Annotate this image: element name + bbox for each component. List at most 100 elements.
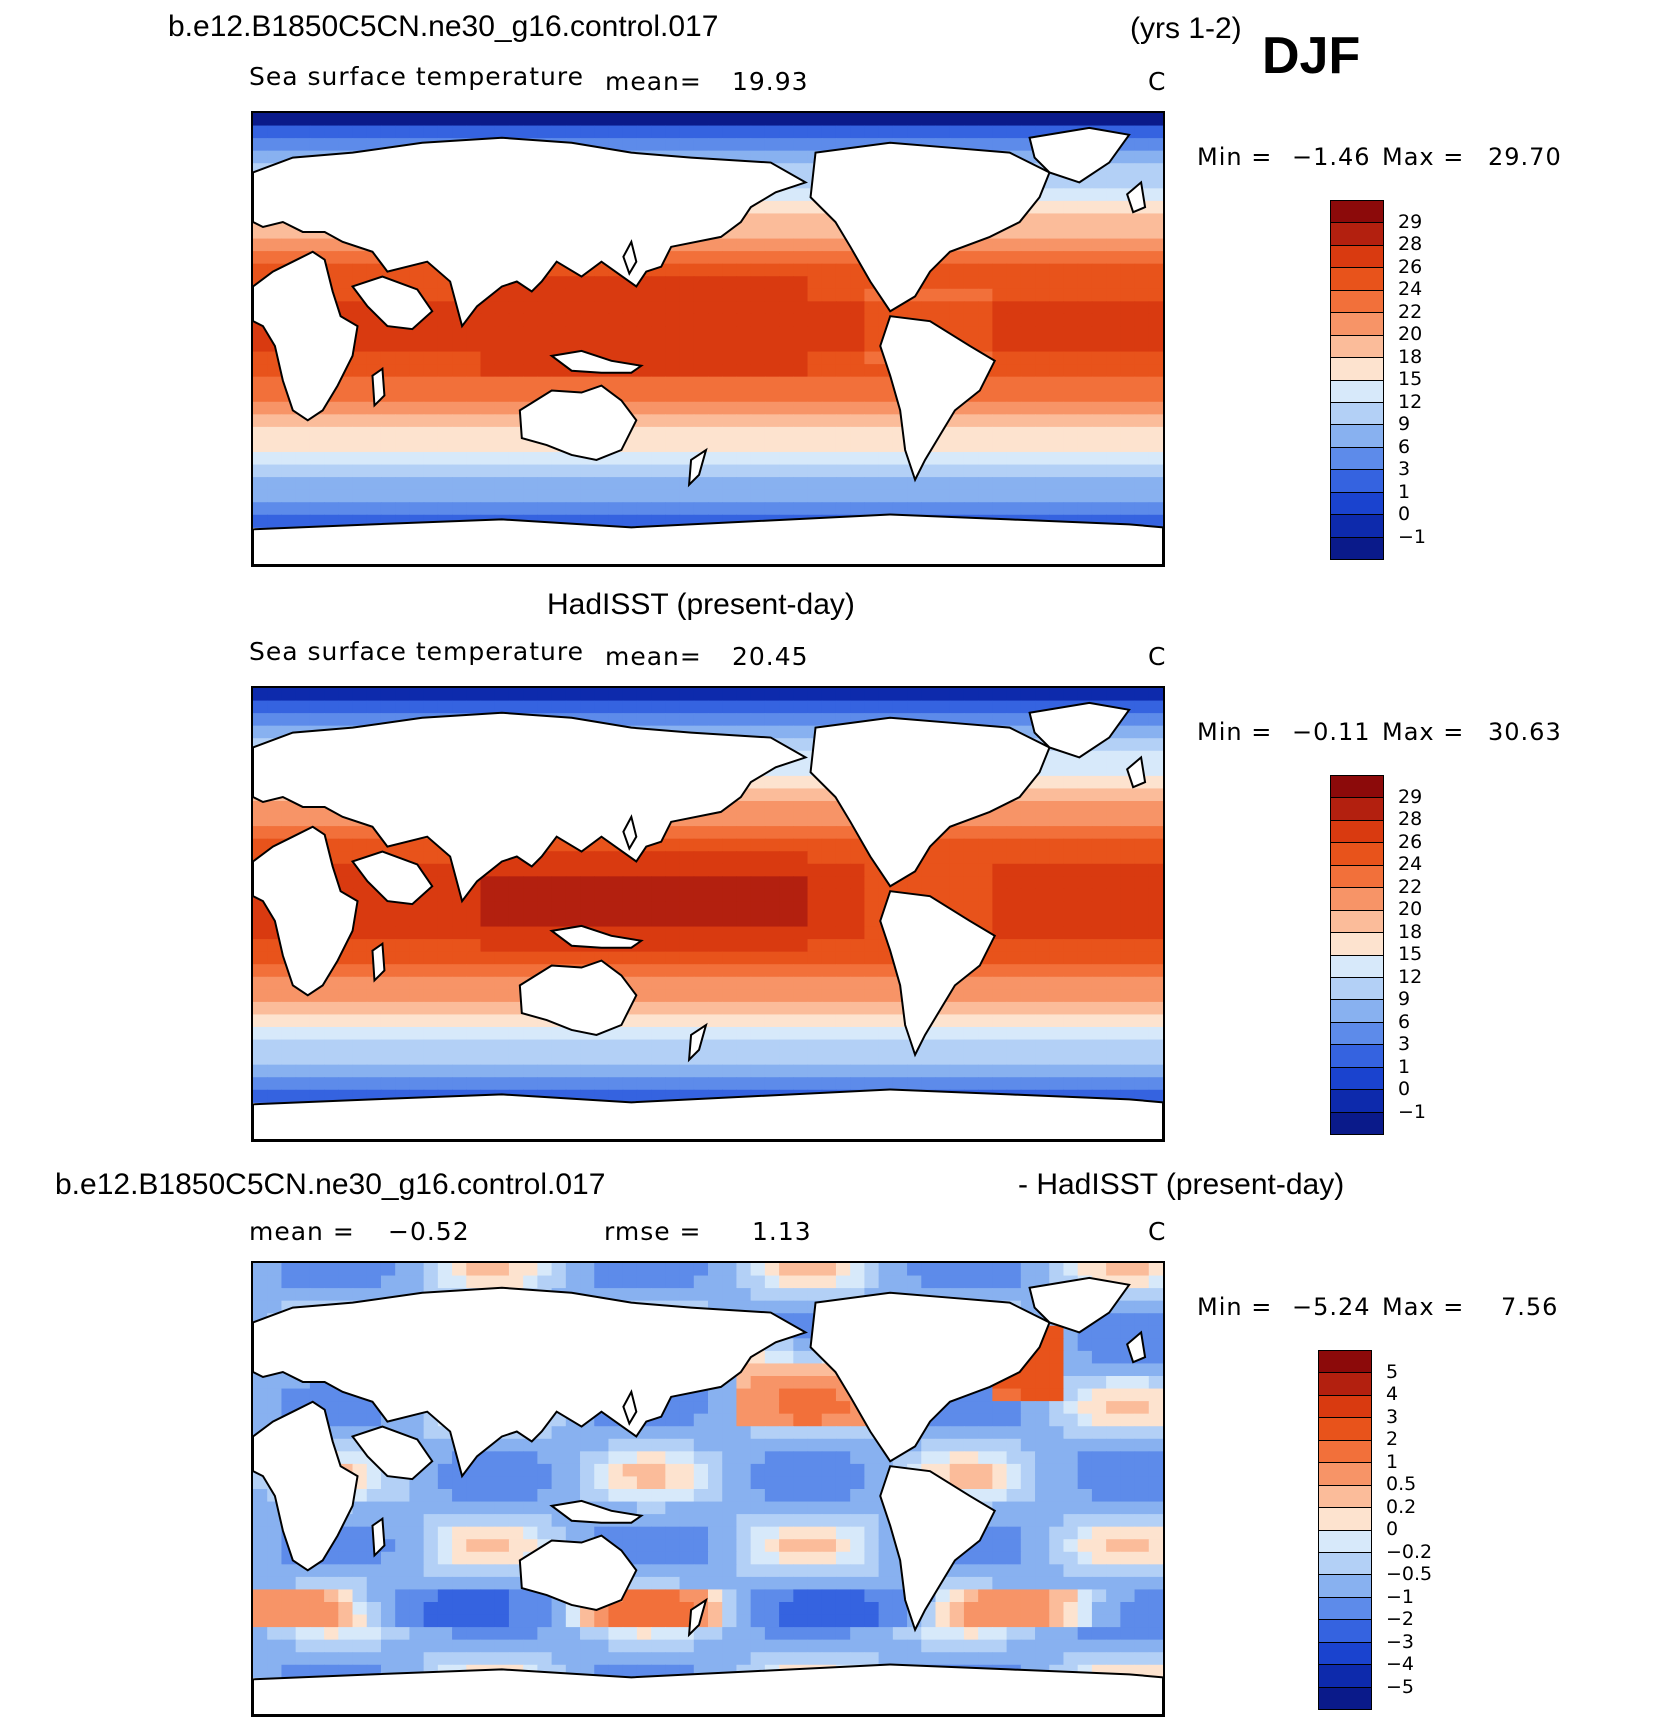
field-cell [708,125,723,139]
field-cell [267,138,283,152]
field-cell [736,801,752,815]
field-cell [523,489,538,503]
field-cell [750,1263,766,1277]
colorbar-tick-label: 22 [1398,300,1423,323]
field-cell [508,326,524,340]
field-cell [1120,238,1136,252]
field-cell [324,976,339,990]
field-cell [1049,401,1065,415]
colorbar-swatch [1331,447,1383,471]
field-cell [437,888,453,903]
field-cell [878,414,894,428]
field-cell [480,1052,496,1066]
field-cell [708,1288,723,1302]
colorbar-swatch [1331,776,1383,799]
field-cell [1148,426,1163,441]
field-cell [736,914,752,928]
field-cell [1134,401,1150,415]
field-cell [537,339,553,353]
field-cell [1120,113,1136,127]
field-cell [864,1039,880,1053]
field-cell [1020,477,1036,491]
colorbar-tick-label: 6 [1398,435,1411,458]
field-cell [1049,1027,1065,1041]
field-cell [835,1077,851,1091]
field-cell [295,439,311,453]
colorbar-tick-label: −1 [1398,525,1427,548]
field-cell [708,401,723,415]
field-cell [480,326,496,340]
field-cell [821,276,837,290]
field-cell [736,863,752,877]
field-cell [1063,813,1079,827]
field-cell [409,263,425,277]
landmass-samerica [879,315,997,483]
field-cell [309,514,325,528]
field-cell [1106,113,1121,127]
field-cell [921,1064,937,1078]
field-cell [366,926,382,940]
field-cell [636,477,652,491]
field-cell [850,888,865,903]
field-cell [253,514,268,528]
field-cell [708,989,723,1003]
field-cell [651,125,666,139]
field-cell [693,138,709,152]
field-cell [1091,175,1107,189]
field-cell [466,1039,482,1053]
field-cell [1063,452,1079,466]
field-cell [807,138,823,152]
field-cell [523,1027,538,1041]
field-cell [437,464,453,478]
field-cell [736,876,752,890]
field-cell [949,414,965,428]
landmass-africa [253,250,359,422]
field-cell [1020,251,1036,265]
field-cell [423,1014,439,1028]
field-cell [452,376,467,390]
field-cell [437,1001,453,1016]
field-cell [1134,226,1150,240]
field-cell [409,401,425,415]
field-cell [253,939,268,953]
colorbar-tick-label: 20 [1398,898,1423,920]
field-cell [338,1039,354,1053]
field-cell [466,951,482,965]
field-cell [892,113,908,127]
field-cell [338,288,354,302]
field-cell [1148,401,1163,415]
field-cell [708,838,723,852]
field-cell [1063,401,1079,415]
field-cell [878,700,894,714]
field-cell [665,700,681,714]
field-cell [835,313,851,328]
field-cell [1020,401,1036,415]
field-cell [1006,951,1022,965]
field-cell [935,1275,951,1289]
field-cell [1106,339,1121,353]
field-cell [907,1052,922,1066]
field-cell [821,376,837,390]
field-cell [1077,238,1093,252]
field-cell [821,939,837,953]
field-cell [253,439,268,453]
field-cell [1035,464,1050,478]
field-cell [921,301,937,315]
field-cell [1035,1263,1050,1277]
field-cell [452,426,467,441]
field-cell [750,888,766,903]
field-cell [963,452,979,466]
field-cell [764,263,780,277]
field-cell [1148,788,1163,802]
field-cell [1006,464,1022,478]
field-cell [1049,1350,1065,1365]
field-cell [437,939,453,953]
field-cell [764,376,780,390]
field-cell [1091,838,1107,852]
field-cell [437,364,453,378]
field-cell [324,251,339,265]
field-cell [466,1077,482,1091]
field-cell [693,989,709,1003]
field-cell [1091,801,1107,815]
field-cell [494,1064,510,1078]
